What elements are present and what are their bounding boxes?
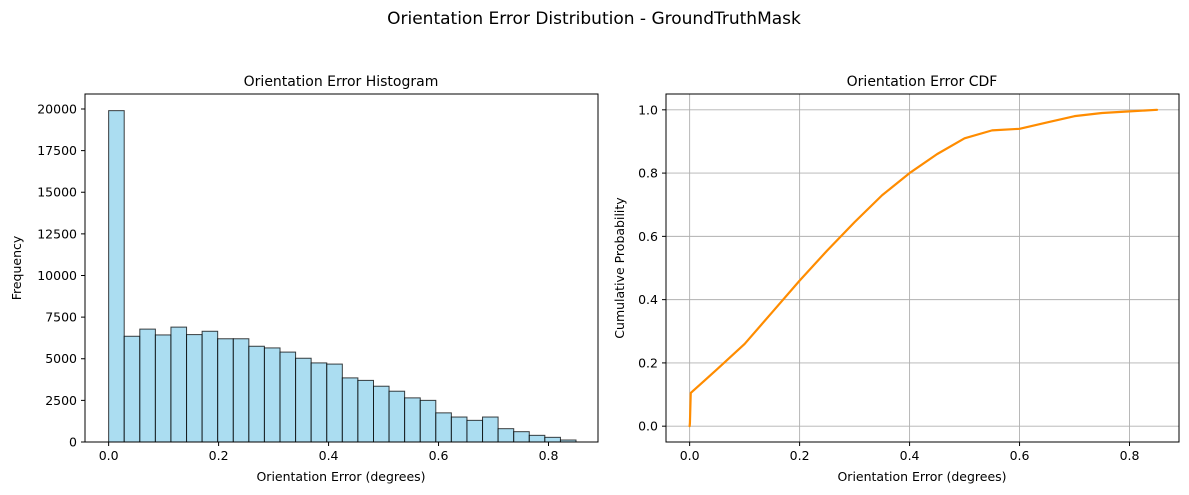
cdf-x-label: Orientation Error (degrees): [837, 469, 1006, 484]
histogram-bar: [373, 385, 390, 443]
histogram-bar: [341, 377, 359, 443]
cdf-x-tick-label: 0.8: [1120, 448, 1140, 463]
cdf-y-tick-label: 0.6: [638, 229, 658, 244]
histogram-bar: [295, 357, 312, 443]
histogram-bar: [279, 351, 297, 443]
histogram-y-tick-label: 10000: [37, 268, 77, 283]
histogram-y-tick-label: 12500: [37, 226, 77, 241]
histogram-bar: [154, 334, 172, 443]
histogram-x-tick-label: 0.8: [539, 448, 559, 463]
histogram-bar: [232, 338, 250, 443]
histogram-bar: [217, 338, 234, 443]
histogram-bar: [528, 434, 546, 443]
histogram-bar: [482, 416, 499, 443]
histogram-bar: [186, 334, 203, 443]
histogram-bar: [497, 428, 515, 443]
histogram-plot-frame: [84, 93, 599, 443]
cdf-series-line: [688, 108, 1159, 428]
histogram-bar: [310, 362, 328, 443]
histogram-bar: [248, 345, 265, 443]
histogram-bar: [419, 399, 437, 443]
histogram-bar: [404, 397, 421, 443]
cdf-y-tick-label: 0.8: [638, 166, 658, 181]
histogram-y-tick-label: 17500: [37, 143, 77, 158]
cdf-plot-frame: [665, 93, 1180, 443]
cdf-x-axis: 0.0 0.2 0.4 0.6 0.8: [680, 442, 1140, 463]
histogram-y-tick-label: 5000: [45, 351, 77, 366]
cdf-x-tick-label: 0.2: [790, 448, 810, 463]
histogram-x-tick-label: 0.0: [99, 448, 119, 463]
histogram-x-axis: 0.0 0.2 0.4 0.6 0.8: [99, 442, 559, 463]
histogram-bar: [544, 436, 561, 443]
histogram-bar: [466, 419, 484, 443]
cdf-y-label: Cumulative Probability: [612, 197, 627, 339]
histogram-bar: [388, 390, 406, 443]
cdf-y-tick-label: 0.0: [638, 419, 658, 434]
histogram-y-tick-label: 0: [69, 435, 77, 450]
histogram-y-tick-label: 20000: [37, 101, 77, 116]
cdf-x-tick-label: 0.4: [900, 448, 920, 463]
histogram-bar: [326, 363, 343, 443]
histogram-bar: [263, 347, 281, 443]
cdf-y-tick-label: 0.2: [638, 355, 658, 370]
cdf-x-tick-label: 0.0: [680, 448, 700, 463]
histogram-bar: [170, 326, 188, 443]
histogram-bar: [435, 412, 452, 443]
cdf-y-axis: 0.0 0.2 0.4 0.6 0.8 1.0: [638, 102, 666, 434]
histogram-y-tick-label: 15000: [37, 185, 77, 200]
cdf-y-tick-label: 0.4: [638, 292, 658, 307]
histogram-panel: Orientation Error Histogram 0.0 0.2 0.4 0.6…: [9, 74, 599, 484]
histogram-x-label: Orientation Error (degrees): [256, 469, 425, 484]
figure-suptitle: Orientation Error Distribution - GroundT…: [387, 9, 801, 29]
histogram-bar: [139, 328, 156, 443]
histogram-bars: [108, 110, 577, 443]
cdf-x-tick-label: 0.6: [1010, 448, 1030, 463]
histogram-x-tick-label: 0.2: [209, 448, 229, 463]
histogram-bar: [513, 431, 530, 443]
histogram-title: Orientation Error Histogram: [244, 74, 439, 90]
histogram-bar: [450, 416, 468, 443]
histogram-y-tick-label: 7500: [45, 310, 77, 325]
histogram-y-label: Frequency: [9, 235, 24, 300]
cdf-title: Orientation Error CDF: [847, 74, 998, 90]
cdf-grid: [666, 94, 1179, 442]
histogram-x-tick-label: 0.4: [319, 448, 339, 463]
histogram-x-tick-label: 0.6: [429, 448, 449, 463]
histogram-bar: [357, 379, 375, 443]
cdf-panel: Orientation Error CDF 0.0 0.2 0.4 0.6 0.8 0.…: [612, 74, 1180, 484]
histogram-y-axis: 0 2500 5000 7500 10000 12500 15000 17500 20000: [37, 101, 85, 450]
histogram-bar: [123, 335, 141, 443]
histogram-bar: [108, 110, 125, 443]
histogram-y-tick-label: 2500: [45, 393, 77, 408]
cdf-y-tick-label: 1.0: [638, 102, 658, 117]
histogram-bar: [201, 330, 219, 443]
